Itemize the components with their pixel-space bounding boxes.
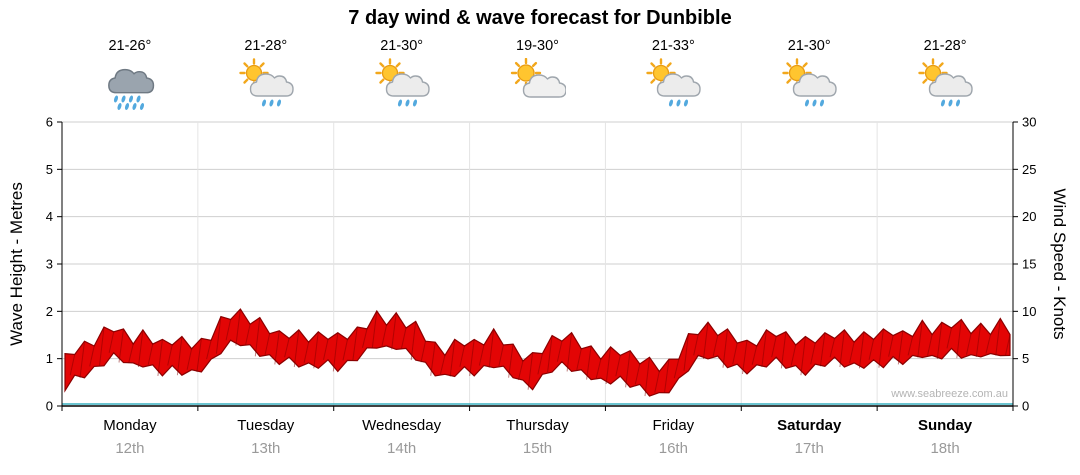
raindrop-icon: [261, 99, 266, 107]
right-tick-label: 10: [1022, 304, 1036, 319]
right-tick-label: 0: [1022, 399, 1029, 414]
raindrop-icon: [684, 99, 689, 107]
raindrop-icon: [124, 103, 129, 110]
day-label: Tuesday: [237, 417, 295, 434]
day-label: Thursday: [506, 417, 569, 434]
raindrop-icon: [820, 99, 825, 107]
cloud-icon: [793, 73, 837, 97]
raindrop-icon: [412, 99, 417, 107]
date-label: 16th: [658, 440, 688, 457]
raindrop-icon: [676, 99, 681, 107]
day-label: Sunday: [917, 417, 973, 434]
right-tick-label: 5: [1022, 351, 1029, 366]
left-tick-label: 6: [46, 115, 53, 130]
sun-cloud-rain-icon: [374, 58, 430, 114]
raindrop-icon: [113, 95, 118, 103]
date-label: 13th: [251, 440, 281, 457]
day-label: Monday: [103, 417, 157, 434]
right-tick-label: 30: [1022, 115, 1036, 130]
sun-cloud-rain-icon: [238, 58, 294, 114]
sun-cloud-rain-icon: [781, 58, 837, 114]
sun-cloud-rain-icon: [917, 58, 973, 114]
temp-range-label: 21-30°: [787, 38, 831, 54]
temp-range-label: 21-33°: [651, 38, 695, 54]
rain-cloud-icon: [102, 58, 158, 114]
watermark: www.seabreeze.com.au: [891, 388, 1008, 400]
raindrop-icon: [405, 99, 410, 107]
temp-range-label: 21-28°: [244, 38, 288, 54]
right-tick-label: 20: [1022, 209, 1036, 224]
wind-series-texture: [69, 309, 1011, 397]
cloud-icon: [928, 73, 973, 97]
temp-range-label: 21-26°: [108, 38, 152, 54]
raindrop-icon: [139, 103, 144, 110]
day-label: Wednesday: [362, 417, 442, 434]
raindrop-icon: [669, 99, 674, 107]
cloud-icon: [108, 68, 155, 94]
page-title: 7 day wind & wave forecast for Dunbible: [348, 7, 732, 29]
cloud-icon: [385, 73, 430, 97]
raindrop-icon: [136, 95, 141, 103]
right-tick-label: 25: [1022, 162, 1036, 177]
raindrop-icon: [397, 99, 402, 107]
right-tick-label: 15: [1022, 257, 1036, 272]
day-label: Saturday: [777, 417, 842, 434]
raindrop-icon: [276, 99, 281, 107]
raindrop-icon: [269, 99, 274, 107]
raindrop-icon: [128, 95, 133, 103]
day-label: Friday: [652, 417, 695, 434]
date-label: 18th: [930, 440, 960, 457]
raindrop-icon: [948, 99, 953, 107]
raindrop-icon: [121, 95, 126, 103]
raindrop-icon: [941, 99, 946, 107]
left-tick-label: 3: [46, 257, 53, 272]
date-label: 15th: [522, 440, 553, 457]
temp-range-label: 19-30°: [516, 38, 559, 54]
raindrop-icon: [956, 99, 961, 107]
date-label: 14th: [387, 440, 417, 457]
sun-icon: [516, 64, 535, 82]
raindrop-icon: [812, 99, 817, 107]
sun-cloud-icon: [510, 57, 567, 114]
temp-range-label: 21-30°: [380, 38, 424, 54]
cloud-icon: [522, 74, 567, 98]
cloud-icon: [249, 73, 294, 97]
left-tick-label: 4: [46, 209, 53, 224]
left-tick-label: 1: [46, 351, 53, 366]
raindrop-icon: [117, 103, 122, 110]
date-label: 17th: [794, 440, 824, 457]
raindrop-icon: [132, 103, 137, 110]
date-label: 12th: [115, 440, 145, 457]
left-tick-label: 0: [46, 399, 53, 414]
left-tick-label: 5: [46, 162, 53, 177]
temp-range-label: 21-28°: [923, 38, 967, 54]
raindrop-icon: [805, 99, 810, 107]
left-tick-label: 2: [46, 304, 53, 319]
cloud-icon: [657, 73, 702, 97]
wind-speed-series: [64, 308, 1011, 397]
sun-cloud-rain-icon: [645, 58, 702, 114]
